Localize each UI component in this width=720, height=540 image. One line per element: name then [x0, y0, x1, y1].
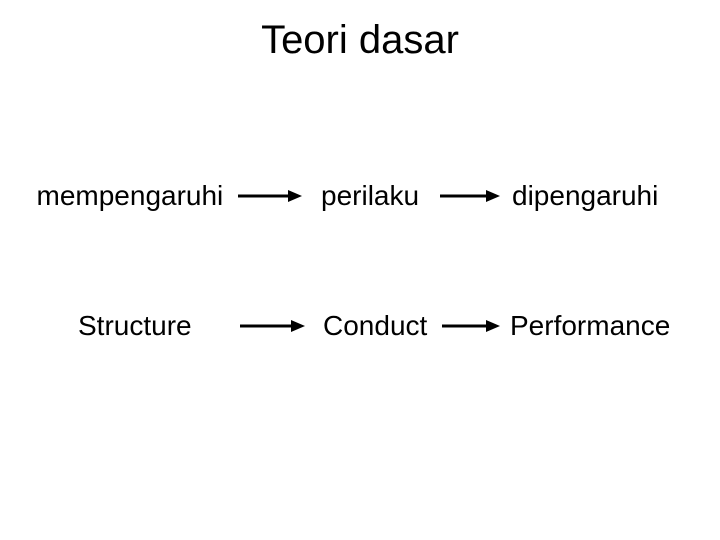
slide-title: Teori dasar — [0, 18, 720, 63]
row1-label-1: mempengaruhi — [37, 180, 224, 212]
row2-label-1: Structure — [78, 310, 192, 342]
row2-arrow-2 — [442, 317, 500, 335]
row2-arrow-1 — [240, 317, 305, 335]
row1-label-3: dipengaruhi — [512, 180, 658, 212]
row2-label-2: Conduct — [323, 310, 427, 342]
row1-label-2: perilaku — [321, 180, 419, 212]
slide: Teori dasar mempengaruhi perilaku dipeng… — [0, 0, 720, 540]
row1-arrow-1 — [238, 187, 302, 205]
row1-arrow-2 — [440, 187, 500, 205]
row2-label-3: Performance — [510, 310, 670, 342]
